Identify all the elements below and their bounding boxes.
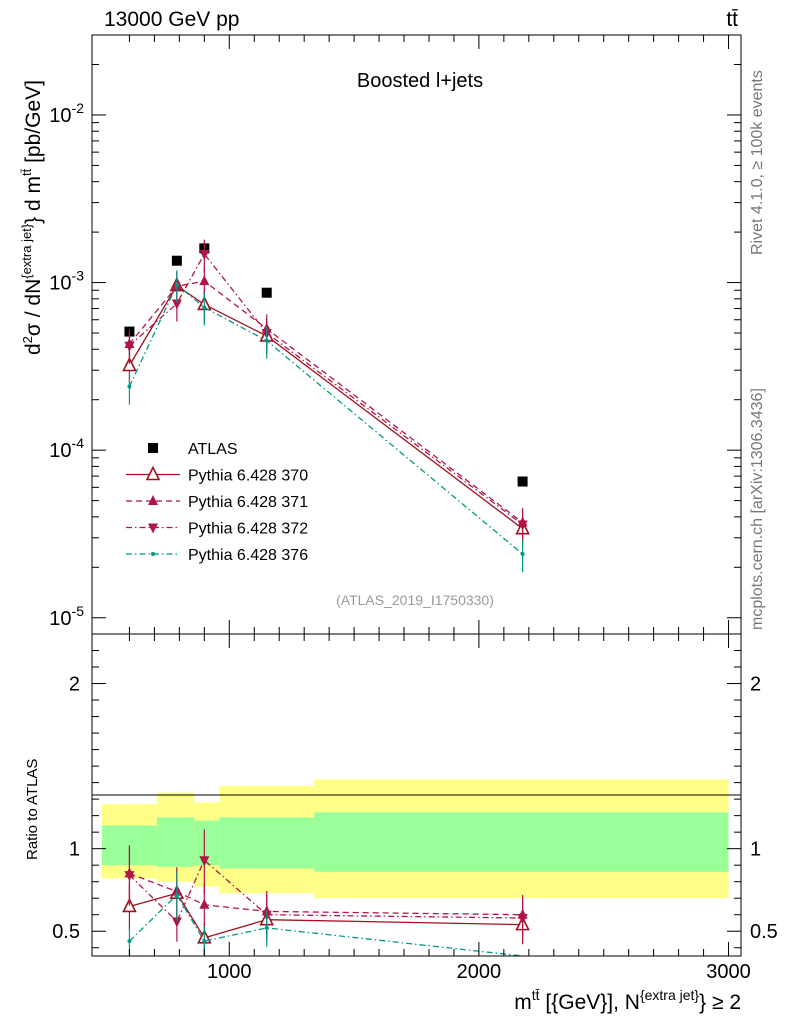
y-tick-label: 10-3	[49, 268, 84, 295]
legend-marker	[145, 465, 161, 481]
series-atlas	[124, 243, 528, 487]
y-tick-label: 0.5	[52, 921, 80, 943]
energy-label: 13000 GeV pp	[104, 8, 239, 31]
ratio-uncertainty-bands	[101, 779, 729, 899]
ratio-point	[199, 856, 210, 867]
main-plot-frame	[91, 34, 742, 635]
series-line	[128, 284, 523, 530]
data-point	[199, 250, 210, 261]
ratio-point	[517, 914, 528, 925]
data-point	[517, 520, 528, 531]
legend-label: ATLAS	[188, 441, 238, 458]
series-line	[129, 252, 523, 526]
x-tick-label: 1000	[207, 961, 252, 983]
y-tick-label: 10-5	[49, 603, 84, 630]
y-tick-label: 1	[69, 839, 80, 861]
ratio-point	[127, 939, 132, 944]
ratio-point	[124, 871, 135, 882]
ratio-series-layer	[122, 829, 530, 957]
y-tick-label-right: 1	[750, 839, 761, 861]
series-line	[128, 283, 524, 555]
data-point	[171, 299, 182, 310]
data-point	[264, 338, 269, 343]
legend-marker	[148, 523, 158, 534]
x-axis-label: mtt̄ [{GeV}], N{extra jet}} ≥ 2	[514, 987, 741, 1014]
legend-label: Pythia 6.428 371	[188, 494, 308, 511]
legend-item: Pythia 6.428 370	[126, 465, 308, 485]
data-point	[202, 305, 207, 310]
series-pythia-6-428-372	[124, 239, 528, 543]
data-point	[199, 275, 210, 286]
x-tick-label: 2000	[457, 961, 502, 983]
band-1sigma	[314, 812, 729, 872]
y-tick-label: 2	[69, 674, 80, 696]
data-point	[124, 341, 135, 352]
legend-item: ATLAS	[148, 441, 238, 458]
main-plot: 10-5 10-4 10-3 10-2 Boosted l+jets (ATLAS_2…	[19, 34, 742, 635]
ratio-y-axis-label: Ratio to ATLAS	[24, 759, 41, 860]
ratio-line	[128, 893, 523, 957]
legend-marker	[148, 495, 158, 505]
y-tick-label: 10-2	[49, 100, 84, 127]
legend-marker	[148, 443, 158, 453]
data-point	[127, 384, 132, 389]
ratio-axis-ticks: 0.5 0.5 1 1 2 2 1000 2000 3000	[52, 634, 778, 983]
legend-item: Pythia 6.428 372	[126, 521, 308, 538]
y-tick-label-right: 0.5	[750, 921, 778, 943]
plot-title: Boosted l+jets	[357, 70, 483, 92]
series-pythia-6-428-376	[127, 270, 525, 573]
ratio-point	[264, 925, 269, 930]
main-axis-ticks: 10-5 10-4 10-3 10-2	[49, 34, 741, 634]
ratio-point	[171, 917, 182, 928]
band-1sigma	[219, 817, 315, 869]
ratio-plot: 0.5 0.5 1 1 2 2 1000 2000 3000 Ratio to ATLAS mt…	[24, 633, 778, 1014]
ratio-point	[174, 892, 179, 897]
data-point	[261, 287, 272, 298]
legend-label: Pythia 6.428 370	[188, 468, 308, 485]
ratio-point	[202, 939, 207, 944]
data-point	[520, 552, 525, 557]
main-series-layer	[122, 239, 530, 573]
data-point	[122, 356, 137, 372]
legend: ATLAS Pythia 6.428 370 Pythia 6.428 371 Pyt…	[126, 441, 308, 564]
y-tick-label: 10-4	[49, 435, 84, 462]
series-line	[128, 280, 523, 524]
data-point	[517, 476, 528, 487]
source-label: mcplots.cern.ch [arXiv:1306.3436]	[749, 388, 766, 630]
series-pythia-6-428-370	[122, 271, 530, 547]
data-point	[171, 255, 182, 266]
process-label: tt̄	[726, 8, 738, 31]
analysis-id: (ATLAS_2019_I1750330)	[336, 592, 494, 608]
y-tick-label-right: 2	[750, 674, 761, 696]
main-y-axis-label: d2σ / dN{extra jet}} d mtt̄ [pb/GeV]	[19, 80, 45, 355]
ratio-plot-frame	[91, 633, 742, 957]
x-tick-label: 3000	[706, 961, 751, 983]
rivet-version-label: Rivet 4.1.0, ≥ 100k events	[749, 70, 766, 255]
band-1sigma	[156, 817, 195, 867]
series-pythia-6-428-371	[124, 266, 528, 541]
ratio-point	[199, 898, 210, 909]
legend-label: Pythia 6.428 372	[188, 521, 308, 538]
legend-item: Pythia 6.428 376	[126, 547, 308, 564]
ratio-line	[128, 859, 523, 923]
legend-item: Pythia 6.428 371	[126, 494, 308, 511]
legend-label: Pythia 6.428 376	[188, 547, 308, 564]
legend-marker	[151, 552, 155, 556]
data-point	[174, 282, 179, 287]
